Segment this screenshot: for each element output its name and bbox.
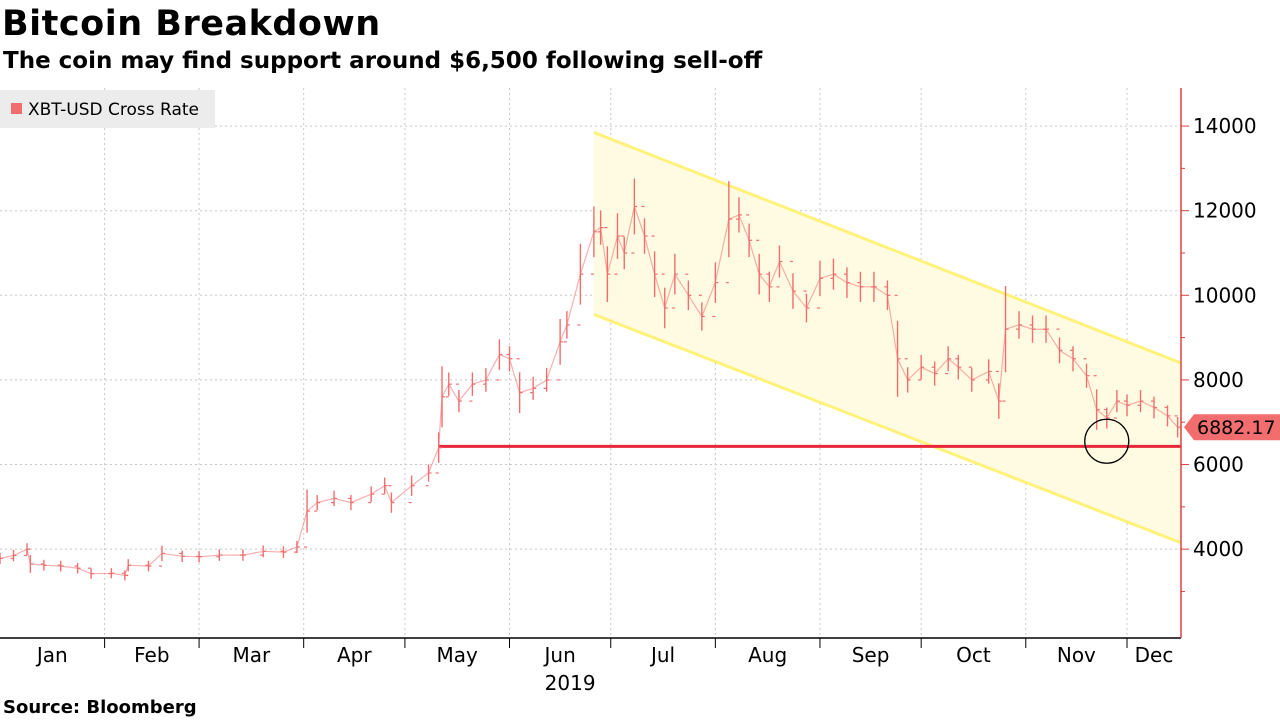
y-tick-label: 14000	[1193, 114, 1257, 138]
y-tick-label: 10000	[1193, 283, 1257, 307]
legend: XBT-USD Cross Rate	[0, 90, 215, 128]
chart-title: Bitcoin Breakdown	[2, 4, 381, 44]
x-tick-label: Mar	[233, 643, 272, 667]
last-value-callout: 6882.17	[1184, 414, 1280, 441]
price-series	[0, 178, 1181, 581]
last-value-marker	[1184, 414, 1280, 441]
x-tick-label: Jun	[543, 643, 576, 667]
last-value-label: 6882.17	[1197, 417, 1276, 439]
legend-label: XBT-USD Cross Rate	[28, 100, 199, 120]
x-tick-label: Nov	[1057, 643, 1096, 667]
x-tick-label: Oct	[956, 643, 991, 667]
source-note: Source: Bloomberg	[3, 697, 197, 718]
support-test-circle	[1084, 418, 1130, 464]
y-tick-label: 8000	[1193, 368, 1244, 392]
y-tick-label: 6000	[1193, 453, 1244, 477]
x-tick-label: Feb	[134, 643, 169, 667]
x-tick-label: Sep	[852, 643, 890, 667]
channel-upper-line	[593, 131, 1182, 365]
x-tick-label: May	[437, 643, 479, 667]
x-tick-label: Aug	[748, 643, 787, 667]
chart-subtitle: The coin may find support around $6,500 …	[3, 48, 763, 74]
legend-swatch	[11, 103, 22, 114]
channel-lower-line	[593, 312, 1182, 545]
x-tick-label: Jul	[649, 643, 675, 667]
axes: Jan Feb Mar Apr May Jun Jul Aug Sep Oct Nov Dec 2019…	[0, 88, 1257, 695]
legend-box	[0, 90, 215, 128]
y-tick-label: 4000	[1193, 537, 1244, 561]
x-tick-label: Dec	[1135, 643, 1174, 667]
channel-fill	[593, 132, 1181, 543]
x-tick-label: Apr	[337, 643, 372, 667]
x-year-label: 2019	[545, 671, 596, 695]
y-tick-label: 12000	[1193, 199, 1257, 223]
x-tick-label: Jan	[35, 643, 68, 667]
price-channel	[593, 131, 1182, 545]
price-line	[0, 204, 1179, 577]
